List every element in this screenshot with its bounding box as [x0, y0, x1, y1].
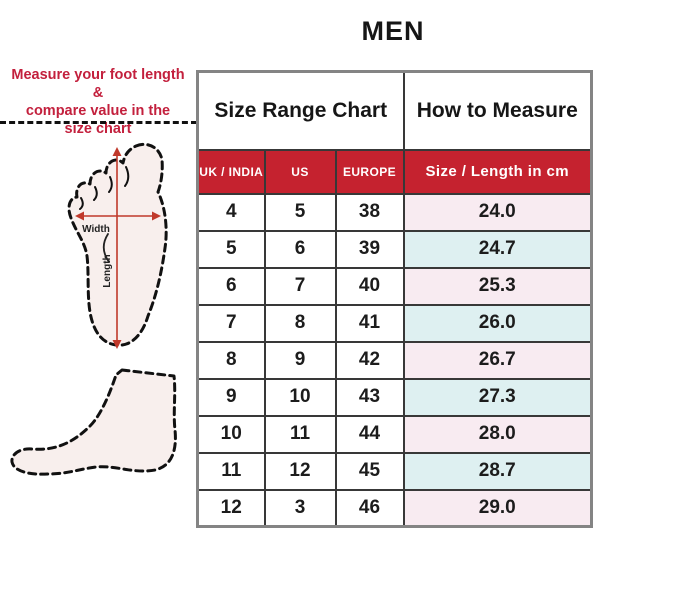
foot-top-view-illustration: Width Length: [67, 142, 168, 349]
table-cell: 44: [334, 414, 405, 454]
table-cell: 10: [196, 414, 266, 454]
foot-side-outline: [10, 368, 177, 476]
cell-length-cm: 29.0: [402, 488, 593, 528]
toe-separator-lines: [79, 166, 130, 210]
cell-length-cm: 26.7: [402, 340, 593, 380]
instruction-line: compare value in the: [25, 103, 171, 119]
instruction-line: size chart: [64, 121, 132, 137]
table-cell: 5: [196, 229, 266, 269]
table-cell: 10: [263, 377, 337, 417]
length-label: Length: [102, 254, 113, 287]
table-cell: 45: [334, 451, 405, 491]
group-header-how-to-measure: How to Measure: [402, 70, 593, 151]
column-header-europe: EUROPE: [334, 148, 405, 195]
size-table-body: 4 5 38 24.0 5 6 39 24.7 6 7 40 25.3 7 8 41 26.0 8 9 42 26.7…: [196, 192, 593, 528]
table-row: 4 5 38 24.0: [196, 192, 593, 232]
table-cell: 40: [334, 266, 405, 306]
group-header-row: Size Range Chart How to Measure: [196, 70, 593, 151]
table-row: 8 9 42 26.7: [196, 340, 593, 380]
cell-length-cm: 27.3: [402, 377, 593, 417]
column-header-row: UK / INDIA US EUROPE Size / Length in cm: [196, 148, 593, 195]
table-cell: 42: [334, 340, 405, 380]
length-arrow: [112, 147, 122, 349]
table-row: 12 3 46 29.0: [196, 488, 593, 528]
table-cell: 41: [334, 303, 405, 343]
ball-of-foot-line: [102, 233, 110, 263]
table-cell: 9: [263, 340, 337, 380]
size-chart-table: Size Range Chart How to Measure UK / IND…: [196, 70, 593, 528]
table-cell: 4: [196, 192, 266, 232]
cell-length-cm: 28.0: [402, 414, 593, 454]
table-cell: 12: [263, 451, 337, 491]
table-row: 6 7 40 25.3: [196, 266, 593, 306]
table-cell: 46: [334, 488, 405, 528]
divider-dashed-line: [0, 121, 197, 124]
column-header-us: US: [263, 148, 337, 195]
cell-length-cm: 24.0: [402, 192, 593, 232]
table-cell: 12: [196, 488, 266, 528]
table-cell: 7: [263, 266, 337, 306]
table-row: 11 12 45 28.7: [196, 451, 593, 491]
instruction-text: Measure your foot length & compare value…: [6, 66, 190, 138]
table-cell: 3: [263, 488, 337, 528]
width-arrow: [75, 211, 161, 221]
foot-side-view-illustration: [10, 368, 177, 476]
table-cell: 8: [196, 340, 266, 380]
table-row: 10 11 44 28.0: [196, 414, 593, 454]
table-cell: 38: [334, 192, 405, 232]
table-cell: 8: [263, 303, 337, 343]
instruction-line: Measure your foot length &: [11, 67, 185, 101]
table-cell: 6: [196, 266, 266, 306]
column-header-size-length-cm: Size / Length in cm: [402, 148, 593, 195]
cell-length-cm: 24.7: [402, 229, 593, 269]
table-cell: 39: [334, 229, 405, 269]
table-row: 5 6 39 24.7: [196, 229, 593, 269]
table-cell: 43: [334, 377, 405, 417]
width-label: Width: [82, 224, 110, 235]
cell-length-cm: 28.7: [402, 451, 593, 491]
group-header-size-range: Size Range Chart: [196, 70, 405, 151]
cell-length-cm: 26.0: [402, 303, 593, 343]
table-cell: 7: [196, 303, 266, 343]
table-row: 9 10 43 27.3: [196, 377, 593, 417]
table-cell: 11: [263, 414, 337, 454]
page-title: MEN: [361, 16, 425, 46]
table-cell: 5: [263, 192, 337, 232]
table-cell: 6: [263, 229, 337, 269]
table-row: 7 8 41 26.0: [196, 303, 593, 343]
table-cell: 11: [196, 451, 266, 491]
table-cell: 9: [196, 377, 266, 417]
cell-length-cm: 25.3: [402, 266, 593, 306]
column-header-uk-india: UK / INDIA: [196, 148, 266, 195]
